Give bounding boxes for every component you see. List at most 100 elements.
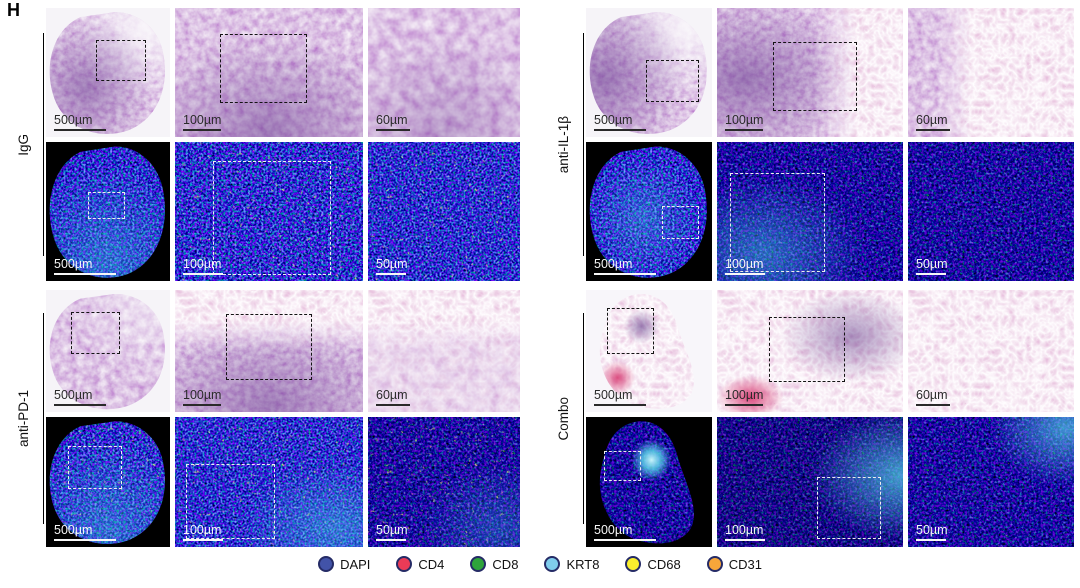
scale-bar: 500µm: [594, 388, 646, 406]
scale-bar: 500µm: [594, 113, 646, 131]
marker-legend: DAPI CD4 CD8 KRT8 CD68 CD31: [0, 556, 1080, 572]
scale-bar: 60µm: [916, 388, 950, 406]
il1b-he-mid-panel: 100µm: [717, 8, 903, 137]
il1b-he-high-image: [908, 8, 1074, 137]
il1b-if-high-panel: 50µm: [908, 142, 1074, 281]
igg-if-mid-image: [175, 142, 363, 281]
il1b-if-mid-image: [717, 142, 903, 281]
micrograph-grid-anti-il1b: 500µm 100µm 60µm: [586, 8, 1074, 281]
group-label-anti-pd1: anti-PD-1: [15, 389, 31, 448]
combo-he-overview-panel: 500µm: [586, 290, 712, 412]
legend-label: DAPI: [340, 556, 371, 572]
scale-bar: 100µm: [725, 388, 763, 406]
scale-bar: 100µm: [183, 257, 223, 275]
micrograph-grid-combo: 500µm 100µm 60µm 500µm: [586, 290, 1074, 547]
micrograph-grid-igg: 500µm 100µm 60µm 500µm: [46, 8, 520, 281]
pd1-he-overview-image: [46, 290, 170, 412]
combo-if-high-image: [908, 417, 1074, 547]
il1b-if-mid-panel: 100µm: [717, 142, 903, 281]
il1b-he-overview-panel: 500µm: [586, 8, 712, 137]
legend-item-cd4: CD4: [396, 556, 444, 572]
legend-item-cd31: CD31: [706, 556, 762, 572]
krt8-swatch: [544, 556, 561, 572]
cd31-swatch: [706, 556, 723, 572]
combo-he-high-panel: 60µm: [908, 290, 1074, 412]
pd1-he-overview-panel: 500µm: [46, 290, 170, 412]
legend-label: KRT8: [566, 556, 600, 572]
scale-bar: 60µm: [916, 113, 950, 131]
pd1-if-overview-panel: 500µm: [46, 417, 170, 547]
group-label-anti-il1b: anti-IL-1β: [555, 115, 571, 174]
igg-if-overview-image: [49, 146, 165, 278]
legend-item-krt8: KRT8: [544, 556, 599, 572]
igg-he-mid-panel: 100µm: [175, 8, 363, 137]
group-anti-pd1: anti-PD-1 500µm 100µm: [6, 290, 520, 547]
scale-bar: 100µm: [183, 113, 221, 131]
cd4-swatch: [396, 556, 413, 572]
legend-label: CD68: [647, 556, 681, 572]
group-anti-il1b: anti-IL-1β 500µm 100µm: [546, 8, 1074, 281]
scale-bar: 50µm: [376, 257, 408, 275]
legend-label: CD4: [418, 556, 445, 572]
group-label-column: anti-PD-1: [6, 290, 44, 547]
pd1-he-mid-image: [175, 290, 363, 412]
scale-bar: 60µm: [376, 388, 410, 406]
group-igg: IgG 500µm 100µm: [6, 8, 520, 281]
group-label-column: anti-IL-1β: [546, 8, 584, 281]
combo-he-mid-image: [717, 290, 903, 412]
combo-he-high-image: [908, 290, 1074, 412]
pd1-he-high-image: [368, 290, 520, 412]
il1b-he-overview-image: [586, 8, 712, 137]
il1b-he-mid-image: [717, 8, 903, 137]
il1b-if-overview-image: [589, 146, 707, 278]
igg-if-mid-panel: 100µm: [175, 142, 363, 281]
scale-bar: 500µm: [594, 257, 656, 275]
cd8-swatch: [470, 556, 487, 572]
scale-bar: 500µm: [594, 523, 656, 541]
group-label-column: IgG: [6, 8, 44, 281]
combo-if-mid-panel: 100µm: [717, 417, 903, 547]
group-combo: Combo 500µm 100µm: [546, 290, 1074, 547]
pd1-if-mid-panel: 100µm: [175, 417, 363, 547]
scale-bar: 100µm: [725, 113, 763, 131]
il1b-if-overview-panel: 500µm: [586, 142, 712, 281]
group-label-combo: Combo: [555, 396, 571, 441]
igg-he-high-panel: 60µm: [368, 8, 520, 137]
igg-he-high-image: [368, 8, 520, 137]
legend-item-cd68: CD68: [625, 556, 681, 572]
legend-label: CD31: [728, 556, 762, 572]
il1b-if-high-image: [908, 142, 1074, 281]
scale-bar: 50µm: [376, 523, 408, 541]
il1b-he-high-panel: 60µm: [908, 8, 1074, 137]
combo-if-overview-panel: 500µm: [586, 417, 712, 547]
cd68-swatch: [625, 556, 642, 572]
combo-if-mid-image: [717, 417, 903, 547]
igg-if-high-panel: 50µm: [368, 142, 520, 281]
pd1-if-high-image: [368, 417, 520, 547]
scale-bar: 100µm: [725, 257, 765, 275]
pd1-he-high-panel: 60µm: [368, 290, 520, 412]
scale-bar: 50µm: [916, 257, 948, 275]
group-label-column: Combo: [546, 290, 584, 547]
micrograph-grid-anti-pd1: 500µm 100µm 60µm: [46, 290, 520, 547]
legend-item-cd8: CD8: [470, 556, 518, 572]
pd1-if-high-panel: 50µm: [368, 417, 520, 547]
scale-bar: 500µm: [54, 388, 106, 406]
pd1-he-mid-panel: 100µm: [175, 290, 363, 412]
scale-bar: 100µm: [725, 523, 765, 541]
figure-letter: H: [7, 0, 20, 20]
scale-bar: 500µm: [54, 523, 116, 541]
igg-if-high-image: [368, 142, 520, 281]
legend-label: CD8: [492, 556, 519, 572]
pd1-if-mid-image: [175, 417, 363, 547]
combo-he-mid-panel: 100µm: [717, 290, 903, 412]
legend-item-dapi: DAPI: [318, 556, 370, 572]
scale-bar: 100µm: [183, 523, 223, 541]
scale-bar: 60µm: [376, 113, 410, 131]
igg-he-overview-panel: 500µm: [46, 8, 170, 137]
scale-bar: 100µm: [183, 388, 221, 406]
igg-he-mid-image: [175, 8, 363, 137]
scale-bar: 50µm: [916, 523, 948, 541]
scale-bar: 500µm: [54, 113, 106, 131]
